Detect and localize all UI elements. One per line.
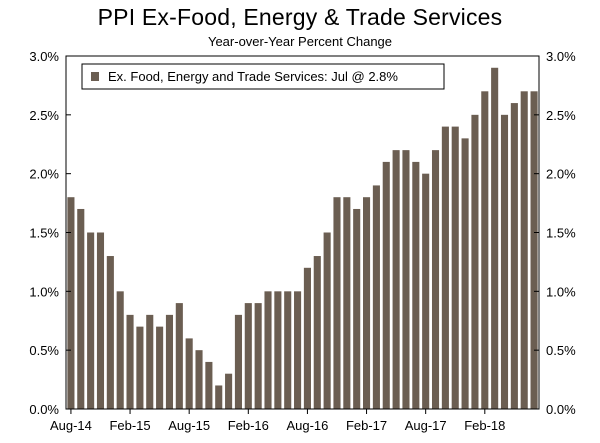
- x-tick-label: Aug-14: [50, 418, 92, 433]
- x-tick-label: Feb-17: [346, 418, 387, 433]
- x-tick-label: Feb-15: [109, 418, 150, 433]
- x-tick-label: Aug-17: [405, 418, 447, 433]
- bar-Feb-17: [363, 197, 371, 409]
- bar-Jul-15: [175, 303, 183, 409]
- bar-Mar-18: [491, 67, 499, 410]
- legend-label: Ex. Food, Energy and Trade Services: Jul…: [108, 69, 398, 84]
- bar-Feb-16: [244, 303, 252, 409]
- bar-Jan-15: [116, 291, 124, 409]
- bar-Jul-18: [530, 91, 538, 410]
- bar-Apr-17: [382, 161, 390, 409]
- bar-Jan-16: [234, 314, 242, 409]
- bar-Sep-17: [431, 150, 440, 409]
- bar-Nov-15: [215, 385, 223, 409]
- y-tick-label-left: 0.5%: [29, 343, 59, 358]
- bar-Dec-15: [225, 373, 233, 409]
- bar-Dec-14: [106, 256, 114, 409]
- bar-Jun-16: [284, 291, 292, 409]
- chart-subtitle: Year-over-Year Percent Change: [207, 34, 393, 49]
- y-tick-label-right: 3.0%: [546, 49, 576, 64]
- bar-Jun-15: [165, 314, 174, 409]
- bar-Jun-18: [520, 91, 528, 410]
- bar-Oct-14: [87, 232, 95, 409]
- y-tick-label-right: 0.0%: [546, 402, 576, 417]
- y-tick-label-right: 0.5%: [546, 343, 576, 358]
- bar-May-16: [274, 291, 282, 409]
- bar-Oct-17: [441, 126, 449, 409]
- bars-layer: [67, 67, 538, 410]
- bar-May-15: [156, 326, 164, 409]
- bar-Sep-15: [195, 350, 203, 409]
- bar-Aug-14: [67, 197, 75, 409]
- y-tick-label-right: 1.5%: [546, 226, 576, 241]
- y-tick-label-left: 1.0%: [29, 284, 59, 299]
- bar-Nov-14: [96, 232, 105, 409]
- bar-Nov-16: [333, 197, 341, 409]
- bar-Jul-17: [412, 161, 420, 409]
- bar-Oct-16: [323, 232, 331, 409]
- bar-Apr-16: [264, 291, 272, 409]
- bar-Aug-16: [303, 267, 311, 409]
- axis-layer: 0.0% 0.0% 0.5% 0.5% 1.0% 1.0% 1.5% 1.5% 2.0% 2.0%…: [29, 49, 576, 433]
- y-tick-label-left: 2.5%: [29, 108, 59, 123]
- y-tick-label-right: 1.0%: [546, 284, 576, 299]
- bar-Nov-17: [451, 126, 459, 409]
- bar-Jul-16: [294, 291, 302, 409]
- bar-Aug-15: [185, 338, 193, 409]
- bar-Jan-18: [471, 114, 479, 409]
- bar-Apr-15: [146, 314, 154, 409]
- y-tick-label-right: 2.0%: [546, 167, 576, 182]
- x-tick-label: Aug-16: [286, 418, 328, 433]
- legend-swatch: [91, 72, 99, 81]
- y-tick-label-left: 2.0%: [29, 167, 59, 182]
- bar-Mar-15: [136, 326, 144, 409]
- y-tick-label-left: 0.0%: [29, 402, 59, 417]
- bar-Oct-15: [205, 361, 213, 409]
- y-tick-label-left: 3.0%: [29, 49, 59, 64]
- bar-Apr-18: [500, 114, 509, 409]
- bar-Dec-17: [461, 138, 469, 409]
- bar-Feb-18: [481, 91, 489, 410]
- bar-Aug-17: [422, 173, 430, 409]
- x-tick-label: Feb-16: [228, 418, 269, 433]
- y-tick-label-left: 1.5%: [29, 226, 59, 241]
- bar-May-18: [510, 103, 518, 409]
- bar-Sep-16: [313, 256, 321, 409]
- bar-Sep-14: [77, 208, 85, 409]
- bar-Dec-16: [343, 197, 351, 409]
- y-tick-label-right: 2.5%: [546, 108, 576, 123]
- legend-box: [81, 63, 445, 90]
- bar-Feb-15: [126, 314, 134, 409]
- bar-Mar-17: [372, 185, 380, 409]
- bar-Mar-16: [254, 303, 262, 409]
- legend: Ex. Food, Energy and Trade Services: Jul…: [81, 63, 445, 90]
- chart-title: PPI Ex-Food, Energy & Trade Services: [97, 4, 503, 30]
- bar-Jan-17: [353, 208, 361, 409]
- bar-May-17: [392, 150, 400, 409]
- x-tick-label: Aug-15: [168, 418, 210, 433]
- x-tick-label: Feb-18: [464, 418, 505, 433]
- bar-Jun-17: [402, 150, 410, 409]
